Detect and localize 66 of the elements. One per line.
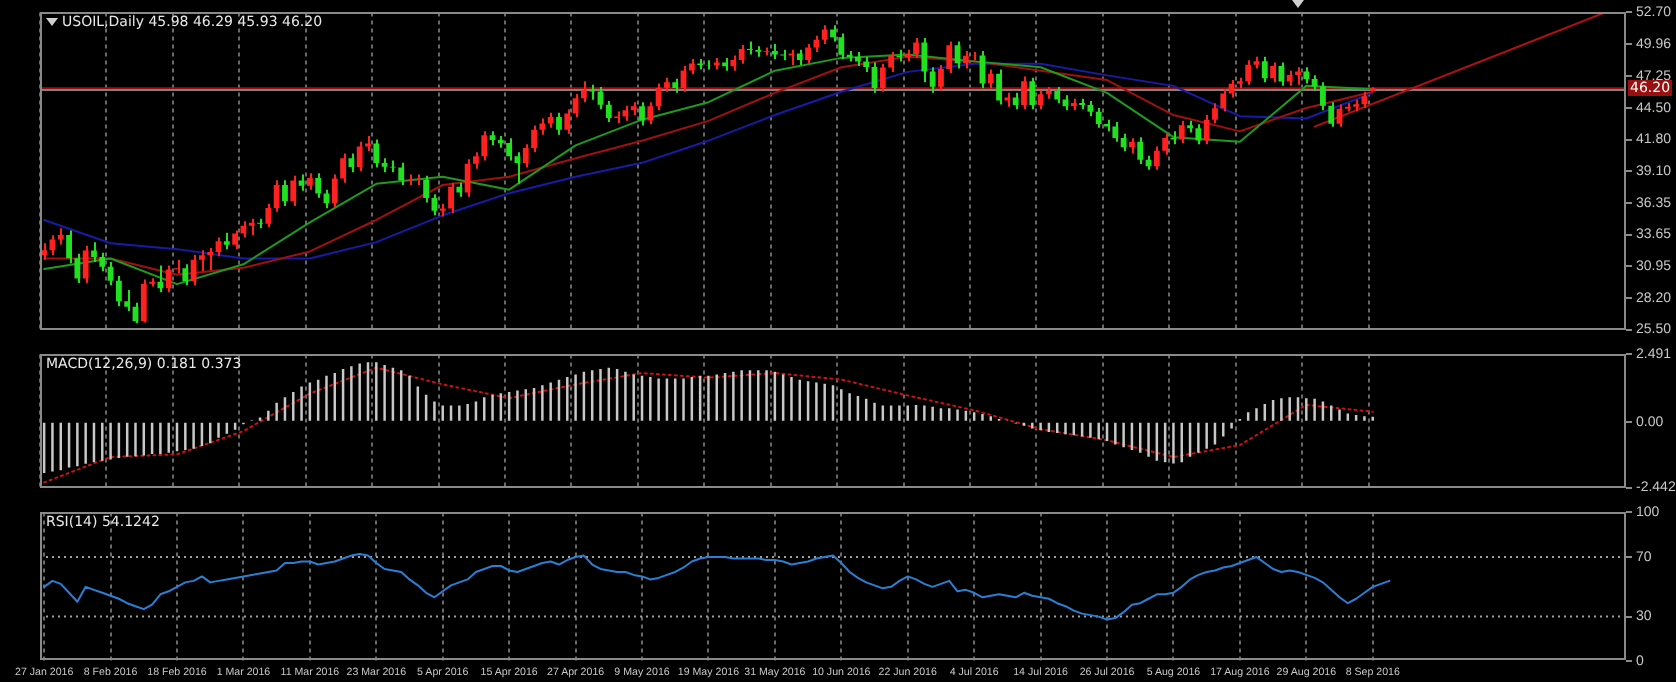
candlestick: [1021, 75, 1027, 111]
candlestick: [605, 100, 612, 124]
candlestick: [273, 179, 280, 213]
candlestick: [165, 264, 172, 294]
candlestick: [157, 264, 164, 294]
candlestick: [805, 42, 811, 65]
candlestick: [265, 202, 272, 228]
candlestick: [282, 179, 288, 207]
candlestick: [738, 44, 745, 65]
candlestick: [1270, 61, 1276, 84]
candlestick: [1328, 101, 1335, 128]
candlestick: [1203, 114, 1210, 146]
candlestick: [597, 86, 604, 111]
candlestick: [506, 137, 513, 162]
candlestick: [821, 24, 828, 45]
candlestick: [929, 66, 936, 94]
candlestick: [888, 51, 895, 73]
candlestick: [398, 161, 405, 186]
candlestick: [921, 37, 928, 84]
candlestick: [115, 274, 122, 308]
candlestick: [913, 37, 919, 59]
candlestick: [838, 32, 845, 61]
candlestick: [1112, 121, 1119, 143]
candlestick: [647, 101, 654, 126]
candlestick: [1212, 102, 1218, 125]
candlestick: [406, 173, 413, 186]
candlestick: [190, 253, 197, 287]
line-series: [43, 366, 1374, 484]
candlestick: [1095, 107, 1102, 129]
candlestick: [1153, 145, 1160, 171]
candlestick: [448, 181, 454, 214]
candlestick: [91, 241, 97, 263]
candlestick: [348, 152, 355, 174]
candlestick: [340, 152, 346, 184]
candlestick: [1320, 81, 1326, 112]
candlestick: [987, 68, 994, 90]
candlestick: [1245, 59, 1252, 86]
candlestick: [1220, 88, 1227, 113]
candlestick: [82, 244, 89, 284]
candlestick: [1195, 123, 1202, 146]
candlestick: [423, 174, 430, 204]
candlestick: [481, 130, 488, 162]
candlestick: [879, 62, 886, 93]
candlestick: [464, 158, 471, 198]
candlestick: [996, 68, 1002, 106]
candlestick: [556, 111, 562, 136]
candlestick: [331, 173, 338, 209]
candlestick: [1029, 76, 1036, 111]
candlestick: [1137, 136, 1144, 165]
candlestick: [140, 278, 147, 324]
candlestick: [290, 174, 297, 207]
candlestick: [763, 46, 770, 57]
candlestick: [1278, 61, 1285, 87]
candlestick: [938, 63, 944, 92]
candlestick: [1162, 132, 1169, 156]
candlestick: [655, 82, 662, 112]
candlestick: [1178, 119, 1185, 145]
candlestick: [182, 263, 189, 287]
candlestick: [232, 229, 239, 251]
candlestick: [207, 246, 214, 272]
candlestick: [356, 140, 363, 172]
candlestick: [1261, 55, 1268, 84]
candlestick: [639, 101, 645, 127]
candlestick: [373, 138, 380, 169]
candlestick: [315, 172, 322, 199]
candlestick: [946, 40, 953, 75]
